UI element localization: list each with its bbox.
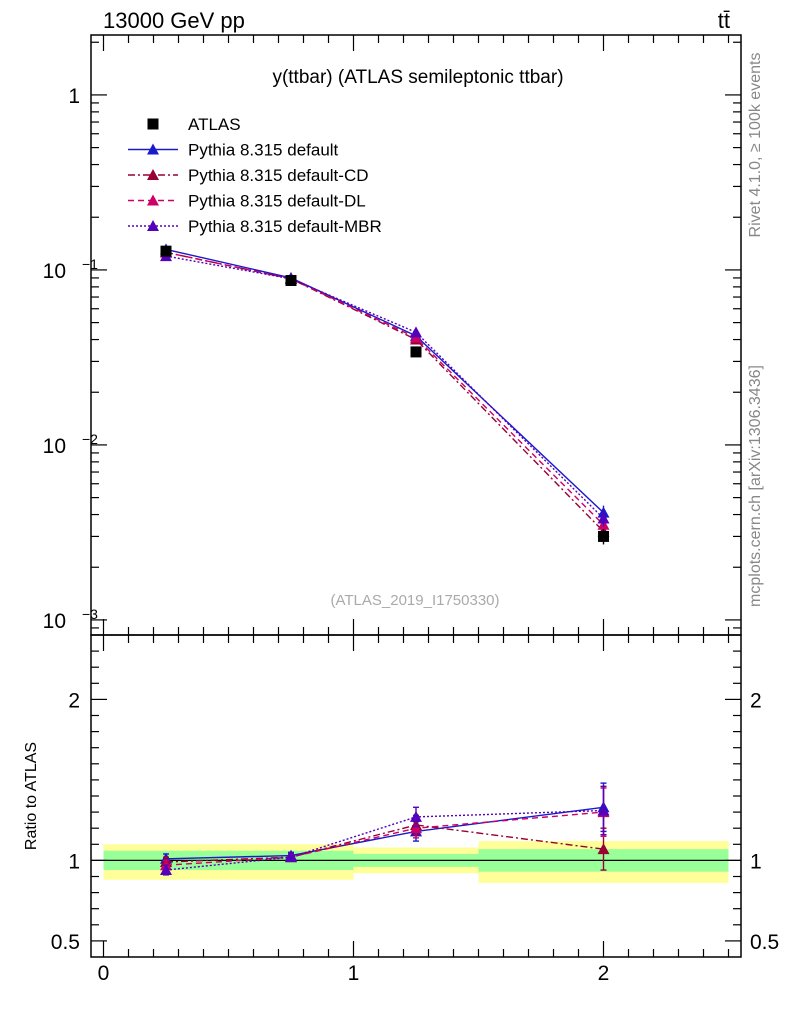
y-tick-exponent: −1 [82, 256, 98, 272]
main-data-layer [160, 245, 609, 545]
legend-marker [147, 169, 159, 180]
legend-marker-data [147, 118, 159, 130]
ratio-y-tick-label: 0.5 [51, 931, 80, 954]
ratio-line-cd [165, 824, 604, 863]
ratio-y-tick-label-right: 2 [750, 689, 762, 712]
x-tick-label: 0 [98, 962, 110, 985]
data-point [285, 275, 297, 287]
legend-marker [147, 194, 159, 206]
y-tick-label: 1 [68, 85, 80, 108]
ratio-line-dl [165, 811, 604, 866]
legend-label: Pythia 8.315 default [188, 141, 339, 160]
x-tick-label: 2 [598, 962, 610, 985]
ratio-point-mbr [160, 864, 172, 876]
ratio-y-tick-label-right: 1 [750, 850, 762, 873]
ratio-axes: 0.5 0.5 1 1 2 2 0 1 2 [51, 634, 779, 985]
data-point [598, 530, 609, 542]
x-tick-label: 1 [348, 962, 360, 985]
series-line-default [165, 248, 604, 514]
main-title: y(ttbar) (ATLAS semileptonic ttbar) [272, 67, 563, 88]
energy-label: 13000 GeV pp [103, 8, 245, 33]
y-tick-exponent: −2 [82, 431, 98, 447]
analysis-tag: (ATLAS_2019_I1750330) [330, 592, 499, 609]
legend-label: Pythia 8.315 default-MBR [188, 217, 382, 236]
ratio-point-cd [597, 843, 610, 855]
data-point [410, 346, 422, 358]
series-point-mbr [597, 512, 610, 524]
ratio-line-default [165, 806, 604, 860]
ratio-y-tick-label: 2 [68, 689, 80, 712]
ratio-y-tick-label: 1 [68, 850, 80, 873]
ratio-panel: 0.5 0.5 1 1 2 2 0 1 2 Ratio to ATLAS [23, 634, 779, 985]
ratio-ylabel: Ratio to ATLAS [23, 742, 40, 850]
rivet-label: Rivet 4.1.0, ≥ 100k events [747, 53, 764, 238]
data-point [160, 245, 172, 257]
ratio-y-tick-label-right: 0.5 [750, 931, 779, 954]
ratio-frame [90, 634, 742, 958]
ratio-point-mbr [410, 810, 422, 822]
y-tick-label: 10 [43, 260, 66, 283]
series-line-dl [165, 251, 604, 526]
ratio-point-dl [410, 822, 422, 834]
legend-label: Pythia 8.315 default-DL [188, 192, 366, 211]
main-axes: 10 −3 10 −2 10 −1 1 [43, 34, 742, 636]
ratio-point-mbr [597, 804, 610, 816]
series-point-mbr [410, 326, 422, 338]
y-tick-exponent: −3 [82, 606, 98, 622]
legend-label: ATLAS [188, 115, 241, 134]
legend-marker [147, 220, 159, 231]
legend-marker [147, 143, 159, 155]
mcplots-label: mcplots.cern.ch [arXiv:1306.3436] [747, 365, 764, 607]
process-label: tt̄ [718, 8, 730, 33]
y-tick-label: 10 [43, 435, 66, 458]
y-tick-label: 10 [43, 610, 66, 633]
main-panel: 10 −3 10 −2 10 −1 1 y(ttbar) (ATLAS semilepton… [43, 34, 742, 636]
ratio-series-layer [160, 782, 610, 876]
ratio-point-mbr [285, 851, 297, 863]
legend: ATLAS Pythia 8.315 default Pythia 8.315 de… [128, 115, 382, 236]
ratio-bands [91, 841, 741, 883]
legend-label: Pythia 8.315 default-CD [188, 166, 369, 185]
